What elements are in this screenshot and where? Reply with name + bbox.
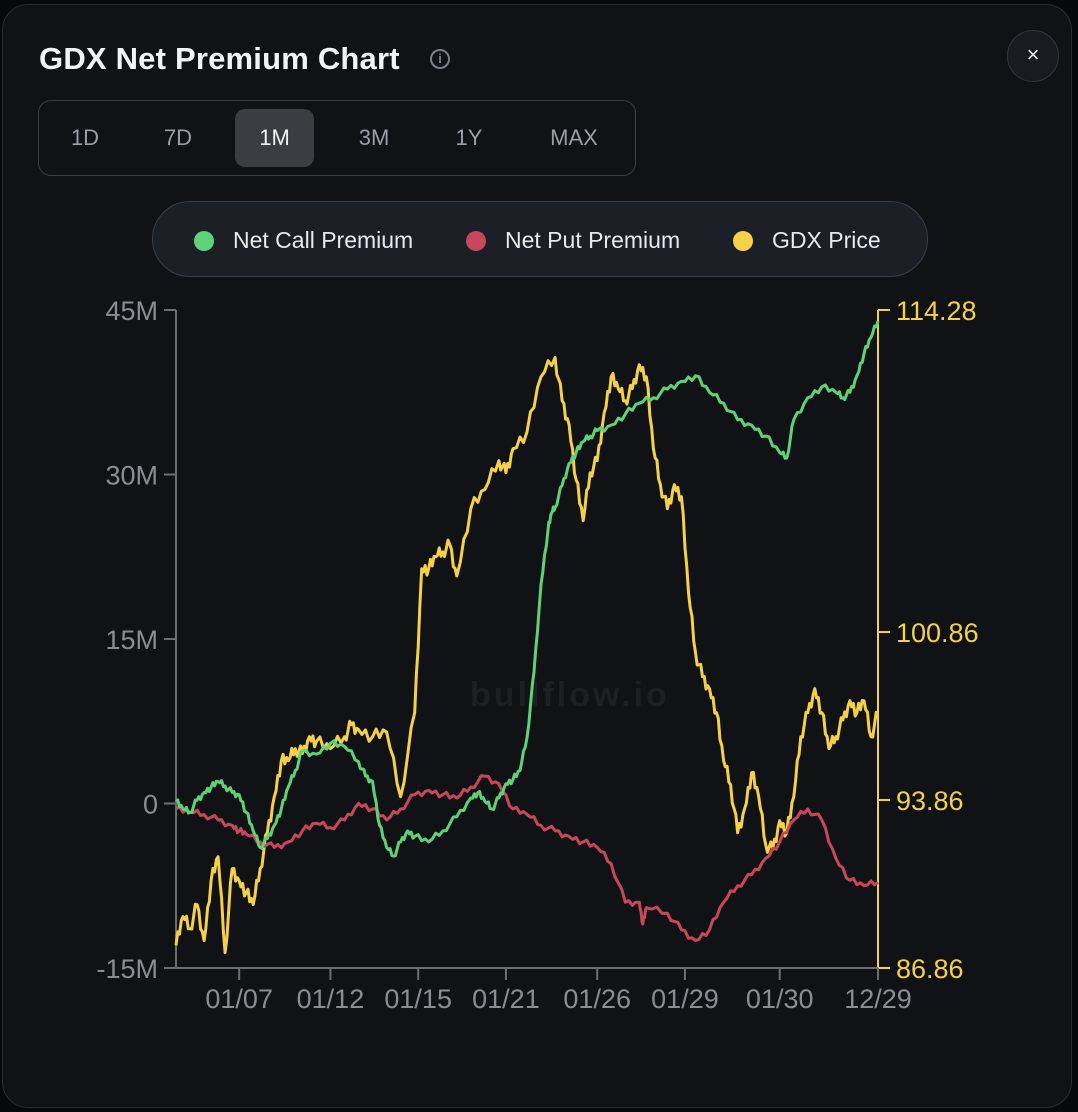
right-tick-label: 100.86: [896, 618, 979, 648]
page-title: GDX Net Premium Chart: [39, 41, 400, 76]
range-3m-button[interactable]: 3M: [358, 125, 390, 150]
range-1m-button[interactable]: 1M: [235, 109, 314, 167]
right-tick-label: 114.28: [896, 296, 977, 326]
chart-legend: Net Call Premium Net Put Premium GDX Pri…: [152, 201, 928, 277]
left-tick-label: 15M: [105, 625, 158, 655]
legend-dot-call: [194, 231, 214, 251]
right-tick-label: 86.86: [896, 954, 964, 984]
series-line-net-call-premium: [175, 320, 880, 858]
range-7d-button[interactable]: 7D: [163, 125, 193, 150]
right-tick-label: 93.86: [896, 786, 964, 816]
close-button[interactable]: ×: [1007, 30, 1059, 82]
left-tick-label: 0: [143, 790, 158, 820]
x-tick-label: 01/21: [472, 984, 540, 1014]
range-1d-button[interactable]: 1D: [70, 125, 100, 150]
legend-label: Net Call Premium: [233, 227, 414, 253]
x-tick-label: 01/12: [297, 984, 365, 1014]
series-line-gdx-price: [174, 356, 879, 955]
legend-label: Net Put Premium: [505, 227, 681, 253]
x-tick-label: 12/29: [844, 984, 912, 1014]
legend-item-net-call[interactable]: Net Call Premium: [194, 202, 413, 278]
info-icon[interactable]: i: [430, 49, 450, 69]
legend-dot-put: [466, 231, 486, 251]
x-tick-label: 01/26: [563, 984, 631, 1014]
x-tick-label: 01/15: [384, 984, 452, 1014]
x-tick-label: 01/30: [746, 984, 814, 1014]
x-tick-label: 01/29: [651, 984, 719, 1014]
legend-dot-price: [733, 231, 753, 251]
legend-item-gdx-price[interactable]: GDX Price: [733, 202, 881, 278]
left-tick-label: 30M: [105, 461, 158, 491]
range-1y-button[interactable]: 1Y: [455, 125, 483, 150]
left-tick-label: -15M: [96, 954, 158, 984]
left-tick-label: 45M: [105, 296, 158, 326]
legend-label: GDX Price: [772, 227, 881, 253]
x-tick-label: 01/07: [205, 984, 273, 1014]
range-max-button[interactable]: MAX: [550, 125, 598, 150]
range-selector: 1D 7D 1M 3M 1Y MAX: [38, 100, 636, 176]
watermark-text: bullflow.io: [470, 676, 670, 714]
legend-item-net-put[interactable]: Net Put Premium: [466, 202, 680, 278]
series-line-net-put-premium: [175, 774, 879, 943]
